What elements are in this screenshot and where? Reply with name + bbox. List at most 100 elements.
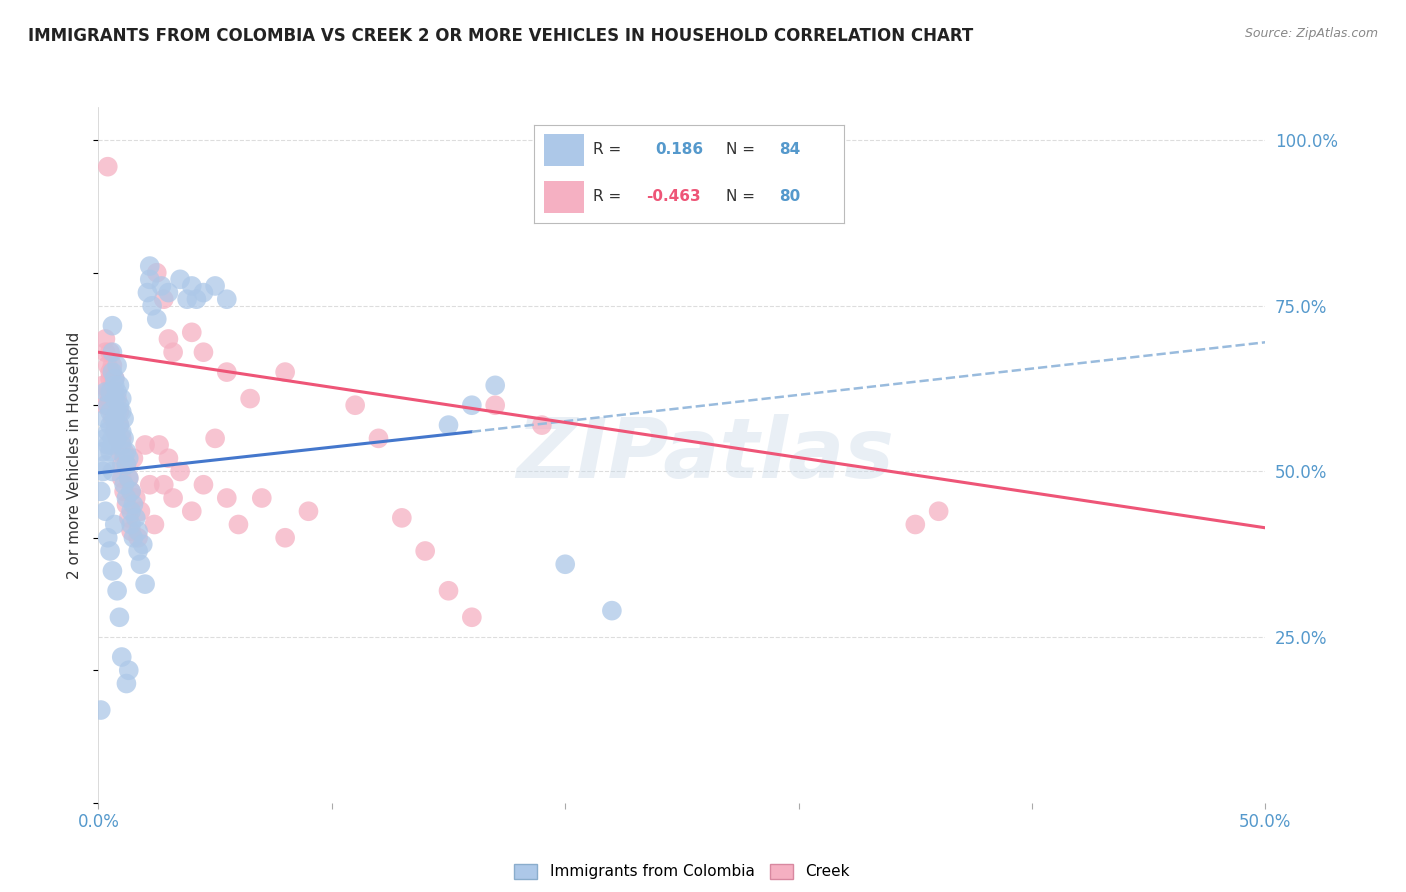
Immigrants from Colombia [139,259,162,273]
Immigrants from Colombia [215,292,238,306]
Creek [101,411,124,425]
Immigrants from Colombia [97,425,120,439]
Legend: Immigrants from Colombia, Creek: Immigrants from Colombia, Creek [509,857,855,886]
Immigrants from Colombia [600,604,623,618]
Immigrants from Colombia [101,345,124,359]
Creek [274,365,297,379]
Immigrants from Colombia [111,650,134,665]
Creek [118,511,141,525]
Immigrants from Colombia [90,484,112,499]
Immigrants from Colombia [104,411,127,425]
Immigrants from Colombia [98,384,121,399]
Creek [105,431,128,445]
Creek [127,531,149,545]
Immigrants from Colombia [101,431,124,445]
Immigrants from Colombia [105,384,128,399]
Creek [297,504,319,518]
Creek [228,517,250,532]
Creek [139,477,162,491]
Creek [97,398,120,412]
Creek [215,365,238,379]
Creek [169,465,191,479]
Immigrants from Colombia [554,558,576,572]
Immigrants from Colombia [108,610,131,624]
Creek [367,431,389,445]
Immigrants from Colombia [104,378,127,392]
Creek [344,398,367,412]
Immigrants from Colombia [98,405,121,419]
Immigrants from Colombia [180,279,202,293]
Immigrants from Colombia [112,411,135,425]
Immigrants from Colombia [118,451,141,466]
Immigrants from Colombia [105,405,128,419]
Creek [120,524,142,538]
Creek [215,491,238,505]
Creek [108,418,131,433]
Creek [111,458,134,472]
Creek [115,458,138,472]
Immigrants from Colombia [101,564,124,578]
Text: R =: R = [593,143,621,157]
Immigrants from Colombia [112,431,135,445]
Immigrants from Colombia [437,418,460,433]
Immigrants from Colombia [94,504,117,518]
Creek [122,451,145,466]
Immigrants from Colombia [94,458,117,472]
Immigrants from Colombia [122,498,145,512]
Creek [104,384,127,399]
Creek [193,345,215,359]
Immigrants from Colombia [104,372,127,386]
Creek [204,431,226,445]
Immigrants from Colombia [111,438,134,452]
Immigrants from Colombia [118,471,141,485]
Immigrants from Colombia [104,392,127,406]
Immigrants from Colombia [115,676,138,690]
Immigrants from Colombia [105,431,128,445]
Creek [115,498,138,512]
Immigrants from Colombia [98,544,121,558]
Creek [101,378,124,392]
Immigrants from Colombia [127,544,149,558]
Creek [157,332,180,346]
Creek [98,345,121,359]
Creek [152,292,174,306]
Creek [111,431,134,445]
Creek [94,398,117,412]
Immigrants from Colombia [484,378,506,392]
Immigrants from Colombia [105,583,128,598]
Creek [111,471,134,485]
Immigrants from Colombia [97,398,120,412]
Immigrants from Colombia [115,458,138,472]
Creek [134,438,156,452]
Text: Source: ZipAtlas.com: Source: ZipAtlas.com [1244,27,1378,40]
Immigrants from Colombia [111,405,134,419]
Immigrants from Colombia [157,285,180,300]
Creek [391,511,413,525]
Creek [125,491,148,505]
Immigrants from Colombia [118,663,141,677]
Creek [143,517,166,532]
Creek [157,451,180,466]
Creek [148,438,170,452]
Creek [484,398,506,412]
Immigrants from Colombia [101,465,124,479]
Creek [105,392,128,406]
Creek [104,372,127,386]
Creek [461,610,484,624]
Creek [94,332,117,346]
Immigrants from Colombia [94,411,117,425]
Creek [94,345,117,359]
Creek [104,398,127,412]
Creek [112,444,135,458]
Immigrants from Colombia [111,392,134,406]
Creek [105,418,128,433]
Immigrants from Colombia [120,484,142,499]
Immigrants from Colombia [108,398,131,412]
Immigrants from Colombia [112,451,135,466]
Immigrants from Colombia [91,444,114,458]
Immigrants from Colombia [141,299,163,313]
Creek [104,405,127,419]
Text: R =: R = [593,189,621,204]
Immigrants from Colombia [169,272,191,286]
FancyBboxPatch shape [544,181,583,213]
